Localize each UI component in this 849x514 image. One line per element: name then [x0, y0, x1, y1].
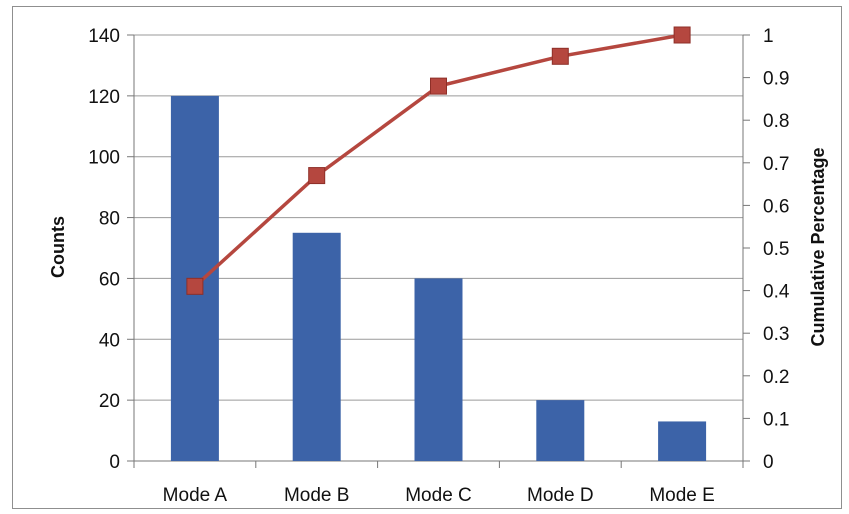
y-tick-label: 40: [99, 330, 120, 351]
y-tick-label: 60: [99, 269, 120, 290]
y-tick-label: 80: [99, 209, 120, 230]
bar-series: [170, 95, 707, 461]
cumulative-point: [430, 77, 447, 95]
y2-tick-label: 0.4: [763, 282, 790, 303]
y2-tick-label: 0.7: [763, 154, 789, 175]
cumulative-point: [673, 26, 691, 44]
tick-labels: 0 20 40 60 80 100 120 140 0 0.1 0.2 0.3 0.4 0.5 0.6 0.7…: [88, 26, 790, 506]
y2-tick-label: 0.9: [763, 69, 789, 90]
y2-tick-label: 0.5: [763, 239, 789, 260]
y-tick-label: 100: [88, 148, 120, 169]
y-tick-label: 0: [109, 452, 120, 473]
y2-tick-label: 0.3: [763, 324, 789, 345]
y2-tick-label: 0: [763, 452, 774, 473]
y2-tick-label: 0.2: [763, 367, 789, 388]
cumulative-point: [551, 47, 569, 65]
x-tick-label: Mode A: [163, 485, 228, 506]
y2-tick-label: 1: [763, 26, 774, 47]
cumulative-point: [308, 167, 326, 185]
y2-axis-title: Cumulative Percentage: [808, 147, 828, 346]
y2-tick-label: 0.6: [763, 196, 789, 217]
y2-tick-label: 0.1: [763, 409, 789, 430]
x-tick-label: Mode B: [284, 485, 349, 506]
y-tick-label: 140: [88, 26, 120, 47]
y2-tick-label: 0.8: [763, 111, 789, 132]
cumulative-point: [186, 277, 204, 295]
x-tick-label: Mode E: [649, 485, 714, 506]
y-axis-title: Counts: [48, 216, 68, 278]
bar: [414, 278, 463, 461]
y-tick-label: 20: [99, 391, 120, 412]
bar: [658, 421, 707, 461]
bar: [536, 400, 585, 461]
y-tick-label: 120: [88, 87, 120, 108]
bar: [292, 232, 341, 461]
cumulative-line-series: [186, 26, 691, 295]
x-tick-label: Mode D: [527, 485, 594, 506]
cumulative-line: [193, 33, 683, 288]
x-tick-label: Mode C: [405, 485, 472, 506]
